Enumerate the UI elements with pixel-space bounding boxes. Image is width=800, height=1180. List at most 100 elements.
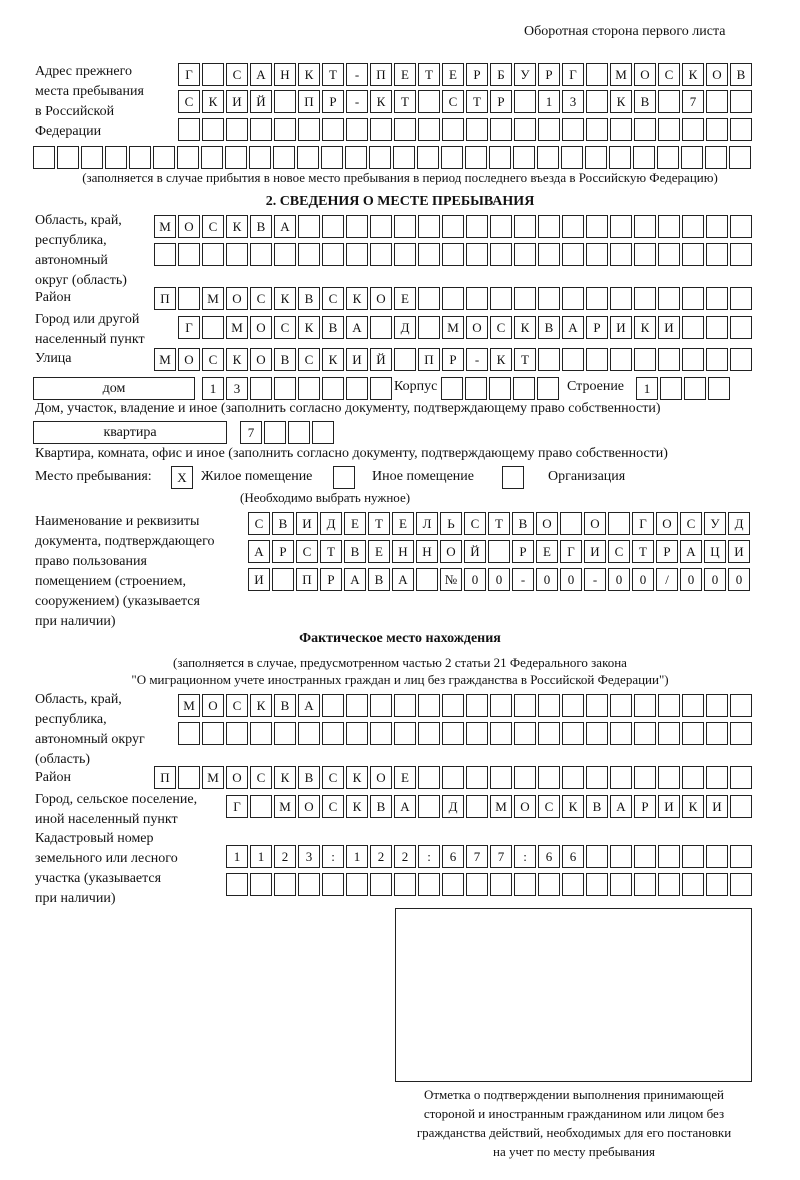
- char-box[interactable]: [730, 845, 752, 868]
- char-box[interactable]: [490, 694, 512, 717]
- char-box[interactable]: П: [418, 348, 440, 371]
- char-box[interactable]: [441, 146, 463, 169]
- char-box[interactable]: [321, 146, 343, 169]
- char-box[interactable]: [394, 873, 416, 896]
- char-box[interactable]: 1: [636, 377, 658, 400]
- char-box[interactable]: [730, 90, 752, 113]
- char-box[interactable]: М: [442, 316, 464, 339]
- char-box[interactable]: Р: [320, 568, 342, 591]
- char-box[interactable]: [609, 146, 631, 169]
- char-box[interactable]: А: [274, 215, 296, 238]
- char-box[interactable]: Г: [178, 316, 200, 339]
- char-box[interactable]: О: [178, 348, 200, 371]
- char-box[interactable]: [514, 215, 536, 238]
- char-box[interactable]: [226, 243, 248, 266]
- char-box[interactable]: [442, 118, 464, 141]
- char-box[interactable]: [345, 146, 367, 169]
- char-box[interactable]: С: [202, 215, 224, 238]
- char-box[interactable]: [57, 146, 79, 169]
- char-box[interactable]: [560, 512, 582, 535]
- char-box[interactable]: [488, 540, 510, 563]
- char-box[interactable]: 0: [704, 568, 726, 591]
- char-box[interactable]: [513, 377, 535, 400]
- char-box[interactable]: [682, 243, 704, 266]
- char-box[interactable]: [322, 873, 344, 896]
- char-box[interactable]: Е: [392, 512, 414, 535]
- char-box[interactable]: Т: [418, 63, 440, 86]
- char-box[interactable]: [730, 795, 752, 818]
- char-box[interactable]: [658, 722, 680, 745]
- char-box[interactable]: [394, 215, 416, 238]
- char-box[interactable]: А: [298, 694, 320, 717]
- char-box[interactable]: [514, 243, 536, 266]
- char-box[interactable]: П: [298, 90, 320, 113]
- char-box[interactable]: [658, 845, 680, 868]
- char-box[interactable]: 1: [346, 845, 368, 868]
- char-box[interactable]: Е: [394, 287, 416, 310]
- char-box[interactable]: А: [680, 540, 702, 563]
- char-box[interactable]: С: [226, 63, 248, 86]
- char-box[interactable]: [562, 766, 584, 789]
- char-box[interactable]: [153, 146, 175, 169]
- char-box[interactable]: К: [298, 316, 320, 339]
- char-box[interactable]: К: [346, 795, 368, 818]
- char-box[interactable]: [706, 243, 728, 266]
- char-box[interactable]: С: [250, 766, 272, 789]
- char-box[interactable]: Е: [344, 512, 366, 535]
- char-box[interactable]: [706, 215, 728, 238]
- char-box[interactable]: [562, 287, 584, 310]
- char-box[interactable]: [370, 243, 392, 266]
- char-box[interactable]: Р: [538, 63, 560, 86]
- char-box[interactable]: [706, 118, 728, 141]
- char-box[interactable]: У: [514, 63, 536, 86]
- char-box[interactable]: [418, 243, 440, 266]
- char-box[interactable]: М: [202, 766, 224, 789]
- char-box[interactable]: [418, 316, 440, 339]
- char-box[interactable]: [288, 421, 310, 444]
- char-box[interactable]: [706, 873, 728, 896]
- char-box[interactable]: [610, 694, 632, 717]
- char-box[interactable]: М: [178, 694, 200, 717]
- char-box[interactable]: 0: [632, 568, 654, 591]
- char-box[interactable]: А: [248, 540, 270, 563]
- char-box[interactable]: [418, 694, 440, 717]
- char-box[interactable]: И: [584, 540, 606, 563]
- char-box[interactable]: С: [464, 512, 486, 535]
- char-box[interactable]: О: [370, 766, 392, 789]
- char-box[interactable]: В: [250, 215, 272, 238]
- char-box[interactable]: [586, 118, 608, 141]
- char-box[interactable]: С: [296, 540, 318, 563]
- char-box[interactable]: К: [562, 795, 584, 818]
- char-box[interactable]: [706, 90, 728, 113]
- char-box[interactable]: [634, 873, 656, 896]
- char-box[interactable]: О: [250, 316, 272, 339]
- char-box[interactable]: [561, 146, 583, 169]
- char-box[interactable]: С: [322, 766, 344, 789]
- char-box[interactable]: 0: [488, 568, 510, 591]
- char-box[interactable]: Р: [322, 90, 344, 113]
- char-box[interactable]: 6: [538, 845, 560, 868]
- char-box[interactable]: [658, 243, 680, 266]
- char-box[interactable]: К: [322, 348, 344, 371]
- char-box[interactable]: -: [512, 568, 534, 591]
- char-box[interactable]: [538, 243, 560, 266]
- char-box[interactable]: О: [250, 348, 272, 371]
- char-box[interactable]: [634, 845, 656, 868]
- char-box[interactable]: К: [490, 348, 512, 371]
- char-box[interactable]: 0: [608, 568, 630, 591]
- char-box[interactable]: [226, 722, 248, 745]
- char-box[interactable]: О: [466, 316, 488, 339]
- char-box[interactable]: 7: [466, 845, 488, 868]
- char-box[interactable]: 7: [682, 90, 704, 113]
- char-box[interactable]: /: [656, 568, 678, 591]
- char-box[interactable]: С: [250, 287, 272, 310]
- char-box[interactable]: [346, 377, 368, 400]
- char-box[interactable]: [490, 873, 512, 896]
- char-box[interactable]: [369, 146, 391, 169]
- char-box[interactable]: [708, 377, 730, 400]
- char-box[interactable]: К: [202, 90, 224, 113]
- char-box[interactable]: [418, 873, 440, 896]
